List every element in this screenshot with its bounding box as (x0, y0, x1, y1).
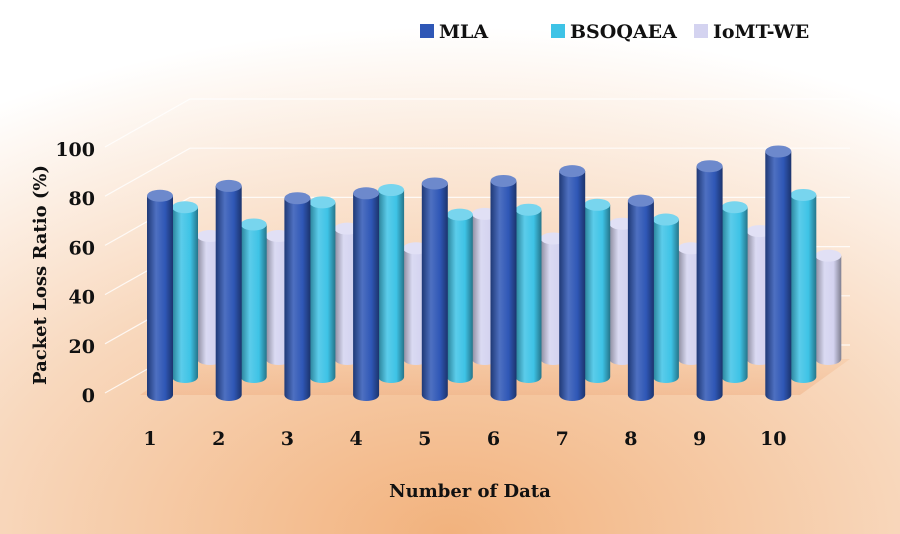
x-tick-labels: 1 2 3 4 5 6 7 8 9 10 (143, 428, 786, 450)
bars (147, 145, 842, 401)
legend-item: MLA (420, 21, 488, 43)
legend-label: BSOQAEA (570, 21, 677, 43)
x-tick-label: 10 (760, 428, 786, 450)
bar-mla-3 (284, 192, 311, 401)
bar-mla-8 (627, 194, 654, 401)
y-tick-label: 40 (69, 287, 95, 309)
bar-mla-2 (215, 179, 242, 401)
x-tick-label: 3 (281, 428, 294, 450)
legend-swatch (420, 24, 434, 38)
legend-swatch (694, 24, 708, 38)
legend-item: BSOQAEA (551, 21, 677, 43)
bar-iomt-we-10 (815, 249, 842, 365)
y-tick-label: 60 (69, 237, 95, 259)
x-tick-label: 6 (487, 428, 500, 450)
x-tick-label: 7 (556, 428, 569, 450)
x-tick-label: 8 (624, 428, 637, 450)
bar-bsoqaea-2 (240, 218, 267, 384)
y-tick-label: 0 (82, 385, 95, 407)
legend-item: IoMT-WE (694, 21, 809, 43)
legend-swatch (551, 24, 565, 38)
legend-label: MLA (439, 21, 488, 43)
bar-mla-4 (353, 187, 380, 401)
x-tick-label: 4 (349, 428, 362, 450)
bar-mla-6 (490, 174, 517, 401)
bar-mla-10 (765, 145, 792, 401)
bar-bsoqaea-9 (721, 201, 748, 383)
bar-mla-1 (147, 189, 173, 401)
bar-bsoqaea-10 (790, 188, 817, 383)
y-tick-label: 100 (55, 139, 95, 161)
legend-label: IoMT-WE (713, 21, 809, 43)
y-tick-label: 80 (69, 188, 95, 210)
grid-line (104, 147, 850, 197)
bar-mla-5 (421, 177, 448, 401)
bar-bsoqaea-1 (172, 201, 198, 383)
grid-line (104, 98, 850, 148)
x-axis-title: Number of Data (389, 481, 551, 502)
bar-bsoqaea-5 (446, 208, 473, 383)
bar-mla-7 (559, 165, 586, 401)
y-tick-labels: 0 20 40 60 80 100 (55, 139, 95, 407)
y-tick-label: 20 (69, 336, 95, 358)
bar-bsoqaea-8 (652, 213, 679, 383)
bar-bsoqaea-7 (584, 198, 611, 383)
x-tick-label: 2 (212, 428, 225, 450)
x-tick-label: 5 (418, 428, 431, 450)
bar-mla-9 (696, 160, 723, 401)
bar-bsoqaea-4 (378, 184, 405, 383)
x-tick-label: 1 (143, 428, 156, 450)
y-axis-title: Packet Loss Ratio (%) (30, 165, 51, 385)
legend: MLA BSOQAEA IoMT-WE (420, 21, 809, 43)
x-tick-label: 9 (693, 428, 706, 450)
bar-bsoqaea-3 (309, 196, 336, 383)
bar-bsoqaea-6 (515, 203, 542, 383)
